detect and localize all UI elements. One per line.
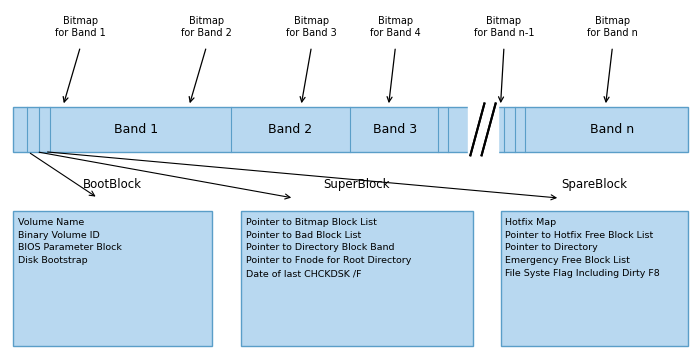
Text: Band 2: Band 2 bbox=[268, 123, 313, 136]
Text: Band n: Band n bbox=[590, 123, 635, 136]
Bar bbox=[241, 211, 472, 346]
Text: Bitmap
for Band 1: Bitmap for Band 1 bbox=[55, 16, 106, 38]
Bar bbox=[13, 211, 212, 346]
Text: Band 1: Band 1 bbox=[114, 123, 159, 136]
Bar bbox=[13, 107, 688, 152]
Text: Bitmap
for Band n-1: Bitmap for Band n-1 bbox=[474, 16, 534, 38]
Text: Pointer to Bitmap Block List
Pointer to Bad Block List
Pointer to Directory Bloc: Pointer to Bitmap Block List Pointer to … bbox=[246, 218, 412, 278]
Text: BootBlock: BootBlock bbox=[83, 178, 142, 191]
Text: Bitmap
for Band n: Bitmap for Band n bbox=[587, 16, 638, 38]
Text: Volume Name
Binary Volume ID
BIOS Parameter Block
Disk Bootstrap: Volume Name Binary Volume ID BIOS Parame… bbox=[18, 218, 121, 265]
Text: SpareBlock: SpareBlock bbox=[561, 178, 627, 191]
Text: Bitmap
for Band 4: Bitmap for Band 4 bbox=[370, 16, 421, 38]
Text: Bitmap
for Band 3: Bitmap for Band 3 bbox=[286, 16, 337, 38]
Text: Band 3: Band 3 bbox=[373, 123, 418, 136]
Text: SuperBlock: SuperBlock bbox=[323, 178, 391, 191]
Text: Hotfix Map
Pointer to Hotfix Free Block List
Pointer to Directory
Emergency Free: Hotfix Map Pointer to Hotfix Free Block … bbox=[505, 218, 660, 278]
Text: Bitmap
for Band 2: Bitmap for Band 2 bbox=[181, 16, 232, 38]
Bar bbox=[500, 211, 688, 346]
